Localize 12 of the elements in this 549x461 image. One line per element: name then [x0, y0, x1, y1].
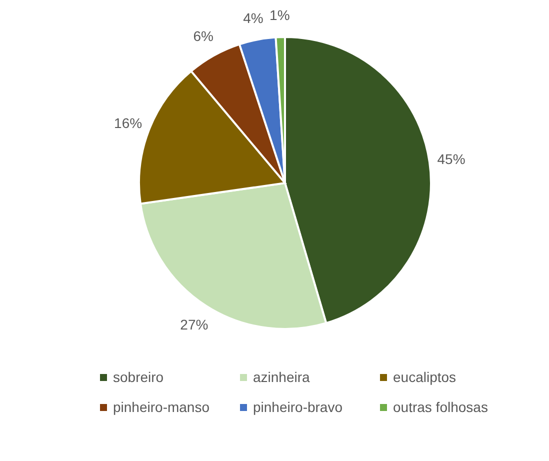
- legend-label: pinheiro-manso: [113, 399, 210, 415]
- data-label: 6%: [193, 28, 214, 44]
- data-label: 27%: [180, 316, 208, 332]
- legend-label: sobreiro: [113, 369, 164, 385]
- legend-label: azinheira: [253, 369, 310, 385]
- data-label: 16%: [114, 115, 142, 132]
- data-label: 1%: [270, 7, 290, 24]
- legend-label: eucaliptos: [393, 369, 456, 385]
- data-label: 4%: [243, 10, 264, 26]
- legend-label: outras folhosas: [393, 399, 488, 415]
- data-label: 45%: [437, 151, 466, 168]
- legend-label: pinheiro-bravo: [253, 399, 342, 415]
